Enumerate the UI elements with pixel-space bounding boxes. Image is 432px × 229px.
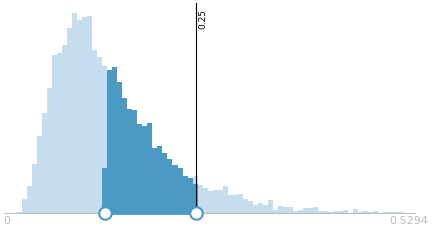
Bar xyxy=(193,184,197,213)
Bar xyxy=(197,185,203,213)
Bar xyxy=(278,206,283,213)
Bar xyxy=(288,207,293,213)
Bar xyxy=(353,209,359,213)
Bar xyxy=(273,210,278,213)
Bar xyxy=(127,109,132,213)
Bar xyxy=(122,98,127,213)
Bar xyxy=(132,110,137,213)
Bar xyxy=(373,211,378,213)
Bar xyxy=(117,82,122,213)
Bar xyxy=(323,211,328,213)
Bar xyxy=(72,13,77,213)
Bar xyxy=(47,88,52,213)
Bar xyxy=(122,98,127,213)
Bar xyxy=(228,195,233,213)
Bar xyxy=(152,148,157,213)
Bar xyxy=(193,176,197,213)
Bar xyxy=(172,165,178,213)
Bar xyxy=(77,20,82,213)
Bar xyxy=(22,199,27,213)
Bar xyxy=(117,82,122,213)
Bar xyxy=(248,202,253,213)
Bar xyxy=(112,67,117,213)
Bar xyxy=(32,164,37,213)
Bar xyxy=(183,176,187,213)
Bar xyxy=(359,212,363,213)
Bar xyxy=(102,66,107,213)
Bar xyxy=(343,210,348,213)
Bar xyxy=(172,165,178,213)
Bar xyxy=(183,176,187,213)
Bar xyxy=(157,146,162,213)
Bar xyxy=(258,202,263,213)
Bar xyxy=(92,50,97,213)
Text: 0.25: 0.25 xyxy=(198,9,207,29)
Bar xyxy=(62,45,67,213)
Bar xyxy=(338,211,343,213)
Bar xyxy=(253,205,258,213)
Bar xyxy=(137,123,142,213)
Bar xyxy=(313,207,318,213)
Bar xyxy=(142,126,147,213)
Bar xyxy=(67,28,72,213)
Bar xyxy=(218,190,223,213)
Bar xyxy=(293,211,298,213)
Bar xyxy=(107,70,112,213)
Bar xyxy=(162,153,168,213)
Bar xyxy=(97,57,102,213)
Bar xyxy=(157,146,162,213)
Bar xyxy=(318,211,323,213)
Bar xyxy=(57,53,62,213)
Bar xyxy=(102,168,107,213)
Bar xyxy=(168,159,172,213)
Bar xyxy=(233,195,238,213)
Bar xyxy=(208,191,213,213)
Bar xyxy=(127,109,132,213)
Bar xyxy=(147,123,152,213)
Bar xyxy=(142,126,147,213)
Bar xyxy=(243,199,248,213)
Bar xyxy=(363,211,368,213)
Bar xyxy=(283,207,288,213)
Bar xyxy=(147,123,152,213)
Bar xyxy=(238,194,243,213)
Bar xyxy=(112,67,117,213)
Bar xyxy=(52,55,57,213)
Bar xyxy=(162,153,168,213)
Bar xyxy=(137,123,142,213)
Bar xyxy=(27,186,32,213)
Bar xyxy=(303,208,308,213)
Bar xyxy=(298,210,303,213)
Bar xyxy=(268,200,273,213)
Bar xyxy=(178,168,183,213)
Bar xyxy=(333,211,338,213)
Bar xyxy=(308,208,313,213)
Bar xyxy=(384,212,388,213)
Bar xyxy=(203,188,208,213)
Bar xyxy=(187,177,193,213)
Bar xyxy=(82,17,87,213)
Bar xyxy=(178,168,183,213)
Bar xyxy=(263,204,268,213)
Bar xyxy=(37,136,42,213)
Bar xyxy=(168,159,172,213)
Bar xyxy=(187,177,193,213)
Bar xyxy=(152,148,157,213)
Bar xyxy=(87,16,92,213)
Bar xyxy=(107,70,112,213)
Bar xyxy=(394,212,399,213)
Bar xyxy=(132,110,137,213)
Bar xyxy=(42,113,47,213)
Bar xyxy=(213,190,218,213)
Bar xyxy=(223,186,228,213)
